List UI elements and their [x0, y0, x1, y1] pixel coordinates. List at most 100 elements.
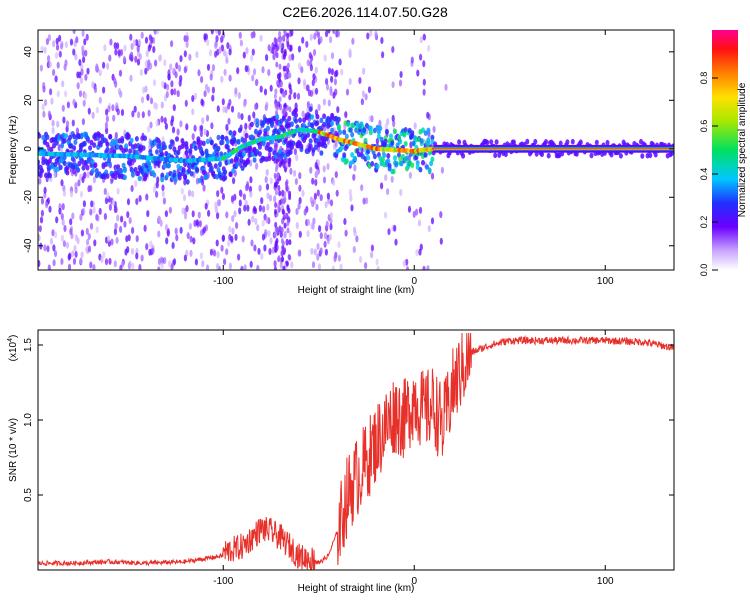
heat-speckle: [157, 230, 161, 238]
heat-speckle: [313, 32, 317, 40]
heat-speckle: [44, 99, 48, 106]
heat-speckle: [416, 69, 420, 77]
heat-speckle: [223, 68, 227, 76]
heat-band-cell: [257, 151, 262, 157]
heat-band-cell: [310, 114, 315, 120]
heat-speckle: [344, 229, 348, 237]
heat-speckle: [264, 176, 268, 184]
heat-speckle: [314, 162, 318, 169]
heat-speckle: [72, 98, 76, 106]
heat-band-cell: [209, 139, 214, 146]
heat-band-cell: [511, 139, 516, 145]
heat-speckle: [238, 207, 242, 215]
heat-speckle: [144, 67, 148, 75]
heat-speckle: [249, 176, 253, 184]
heat-band-cell: [350, 152, 355, 158]
heat-speckle: [62, 116, 66, 124]
heat-speckle: [163, 257, 167, 264]
heat-band-cell: [319, 150, 324, 156]
heat-speckle: [75, 36, 79, 44]
heat-speckle: [202, 184, 206, 192]
heat-speckle: [158, 55, 162, 62]
heat-band-cell: [160, 172, 165, 179]
heat-band-cell: [58, 164, 63, 171]
heat-speckle: [52, 259, 56, 267]
heat-band-cell: [48, 172, 52, 179]
heat-speckle: [131, 227, 135, 234]
colorbar-tick-label: 0.6: [699, 120, 709, 133]
heat-speckle: [274, 38, 278, 45]
heat-speckle: [267, 44, 271, 52]
heat-band-cell: [68, 134, 73, 141]
heat-speckle: [129, 74, 133, 82]
heat-band-cell: [609, 151, 614, 158]
heat-band-cell: [105, 146, 110, 153]
heat-speckle: [329, 223, 333, 231]
heat-speckle: [255, 162, 259, 170]
heat-band-cell: [81, 165, 86, 171]
heat-speckle: [335, 30, 339, 38]
heat-speckle: [116, 187, 120, 195]
heat-speckle: [174, 71, 178, 79]
heat-speckle: [123, 220, 127, 228]
heat-speckle: [45, 38, 50, 45]
heat-band-cell: [249, 121, 254, 128]
snr-multiplier: (x104): [7, 335, 19, 362]
heat-speckle: [300, 66, 304, 74]
heat-speckle: [64, 90, 68, 98]
heat-band-cell: [403, 141, 408, 147]
heat-band-cell: [366, 155, 371, 161]
heat-speckle: [281, 190, 285, 197]
heat-speckle: [152, 186, 157, 193]
heat-speckle: [187, 189, 192, 197]
y-tick-label: 1.5: [23, 338, 34, 352]
heat-speckle: [238, 31, 242, 39]
heat-speckle: [309, 166, 313, 174]
heat-speckle: [422, 60, 426, 68]
heat-speckle: [76, 82, 80, 90]
heat-speckle: [365, 197, 369, 205]
heat-speckle: [302, 79, 307, 86]
heat-speckle: [189, 235, 193, 243]
heat-speckle: [141, 111, 145, 119]
heat-speckle: [383, 211, 388, 219]
heat-speckle: [287, 161, 291, 168]
heat-speckle: [201, 117, 205, 125]
heat-speckle: [191, 95, 195, 102]
heat-speckle: [67, 263, 72, 270]
heat-speckle: [370, 244, 374, 252]
heat-band-cell: [160, 176, 165, 183]
heat-speckle: [275, 61, 279, 68]
heat-speckle: [312, 217, 316, 225]
heat-speckle: [108, 54, 112, 62]
heat-band-cell: [236, 139, 241, 145]
heat-speckle: [216, 105, 220, 113]
heat-speckle: [55, 43, 60, 51]
heat-band-cell: [124, 143, 129, 149]
heat-speckle: [43, 46, 47, 54]
heat-speckle: [224, 51, 228, 59]
heat-band-cell: [240, 165, 245, 171]
heat-speckle: [47, 264, 51, 270]
heat-speckle: [104, 197, 109, 205]
heat-speckle: [265, 183, 270, 191]
heat-speckle: [323, 54, 327, 62]
x-tick-label: 0: [411, 276, 417, 287]
heat-speckle: [193, 92, 198, 100]
heat-speckle: [220, 75, 224, 83]
heat-speckle: [104, 121, 108, 129]
heat-speckle: [311, 200, 315, 208]
heat-band-cell: [197, 177, 202, 184]
heat-speckle: [80, 251, 84, 259]
heat-speckle: [191, 108, 195, 116]
colorbar-gradient: [712, 30, 738, 270]
heat-speckle: [183, 254, 187, 262]
heat-speckle: [208, 49, 213, 57]
heat-band-cell: [183, 174, 188, 181]
heat-speckle: [312, 73, 316, 81]
heat-speckle: [155, 190, 159, 198]
heat-speckle: [309, 33, 313, 41]
heat-speckle: [408, 171, 412, 179]
heat-speckle: [71, 250, 75, 258]
heat-speckle: [440, 166, 444, 174]
